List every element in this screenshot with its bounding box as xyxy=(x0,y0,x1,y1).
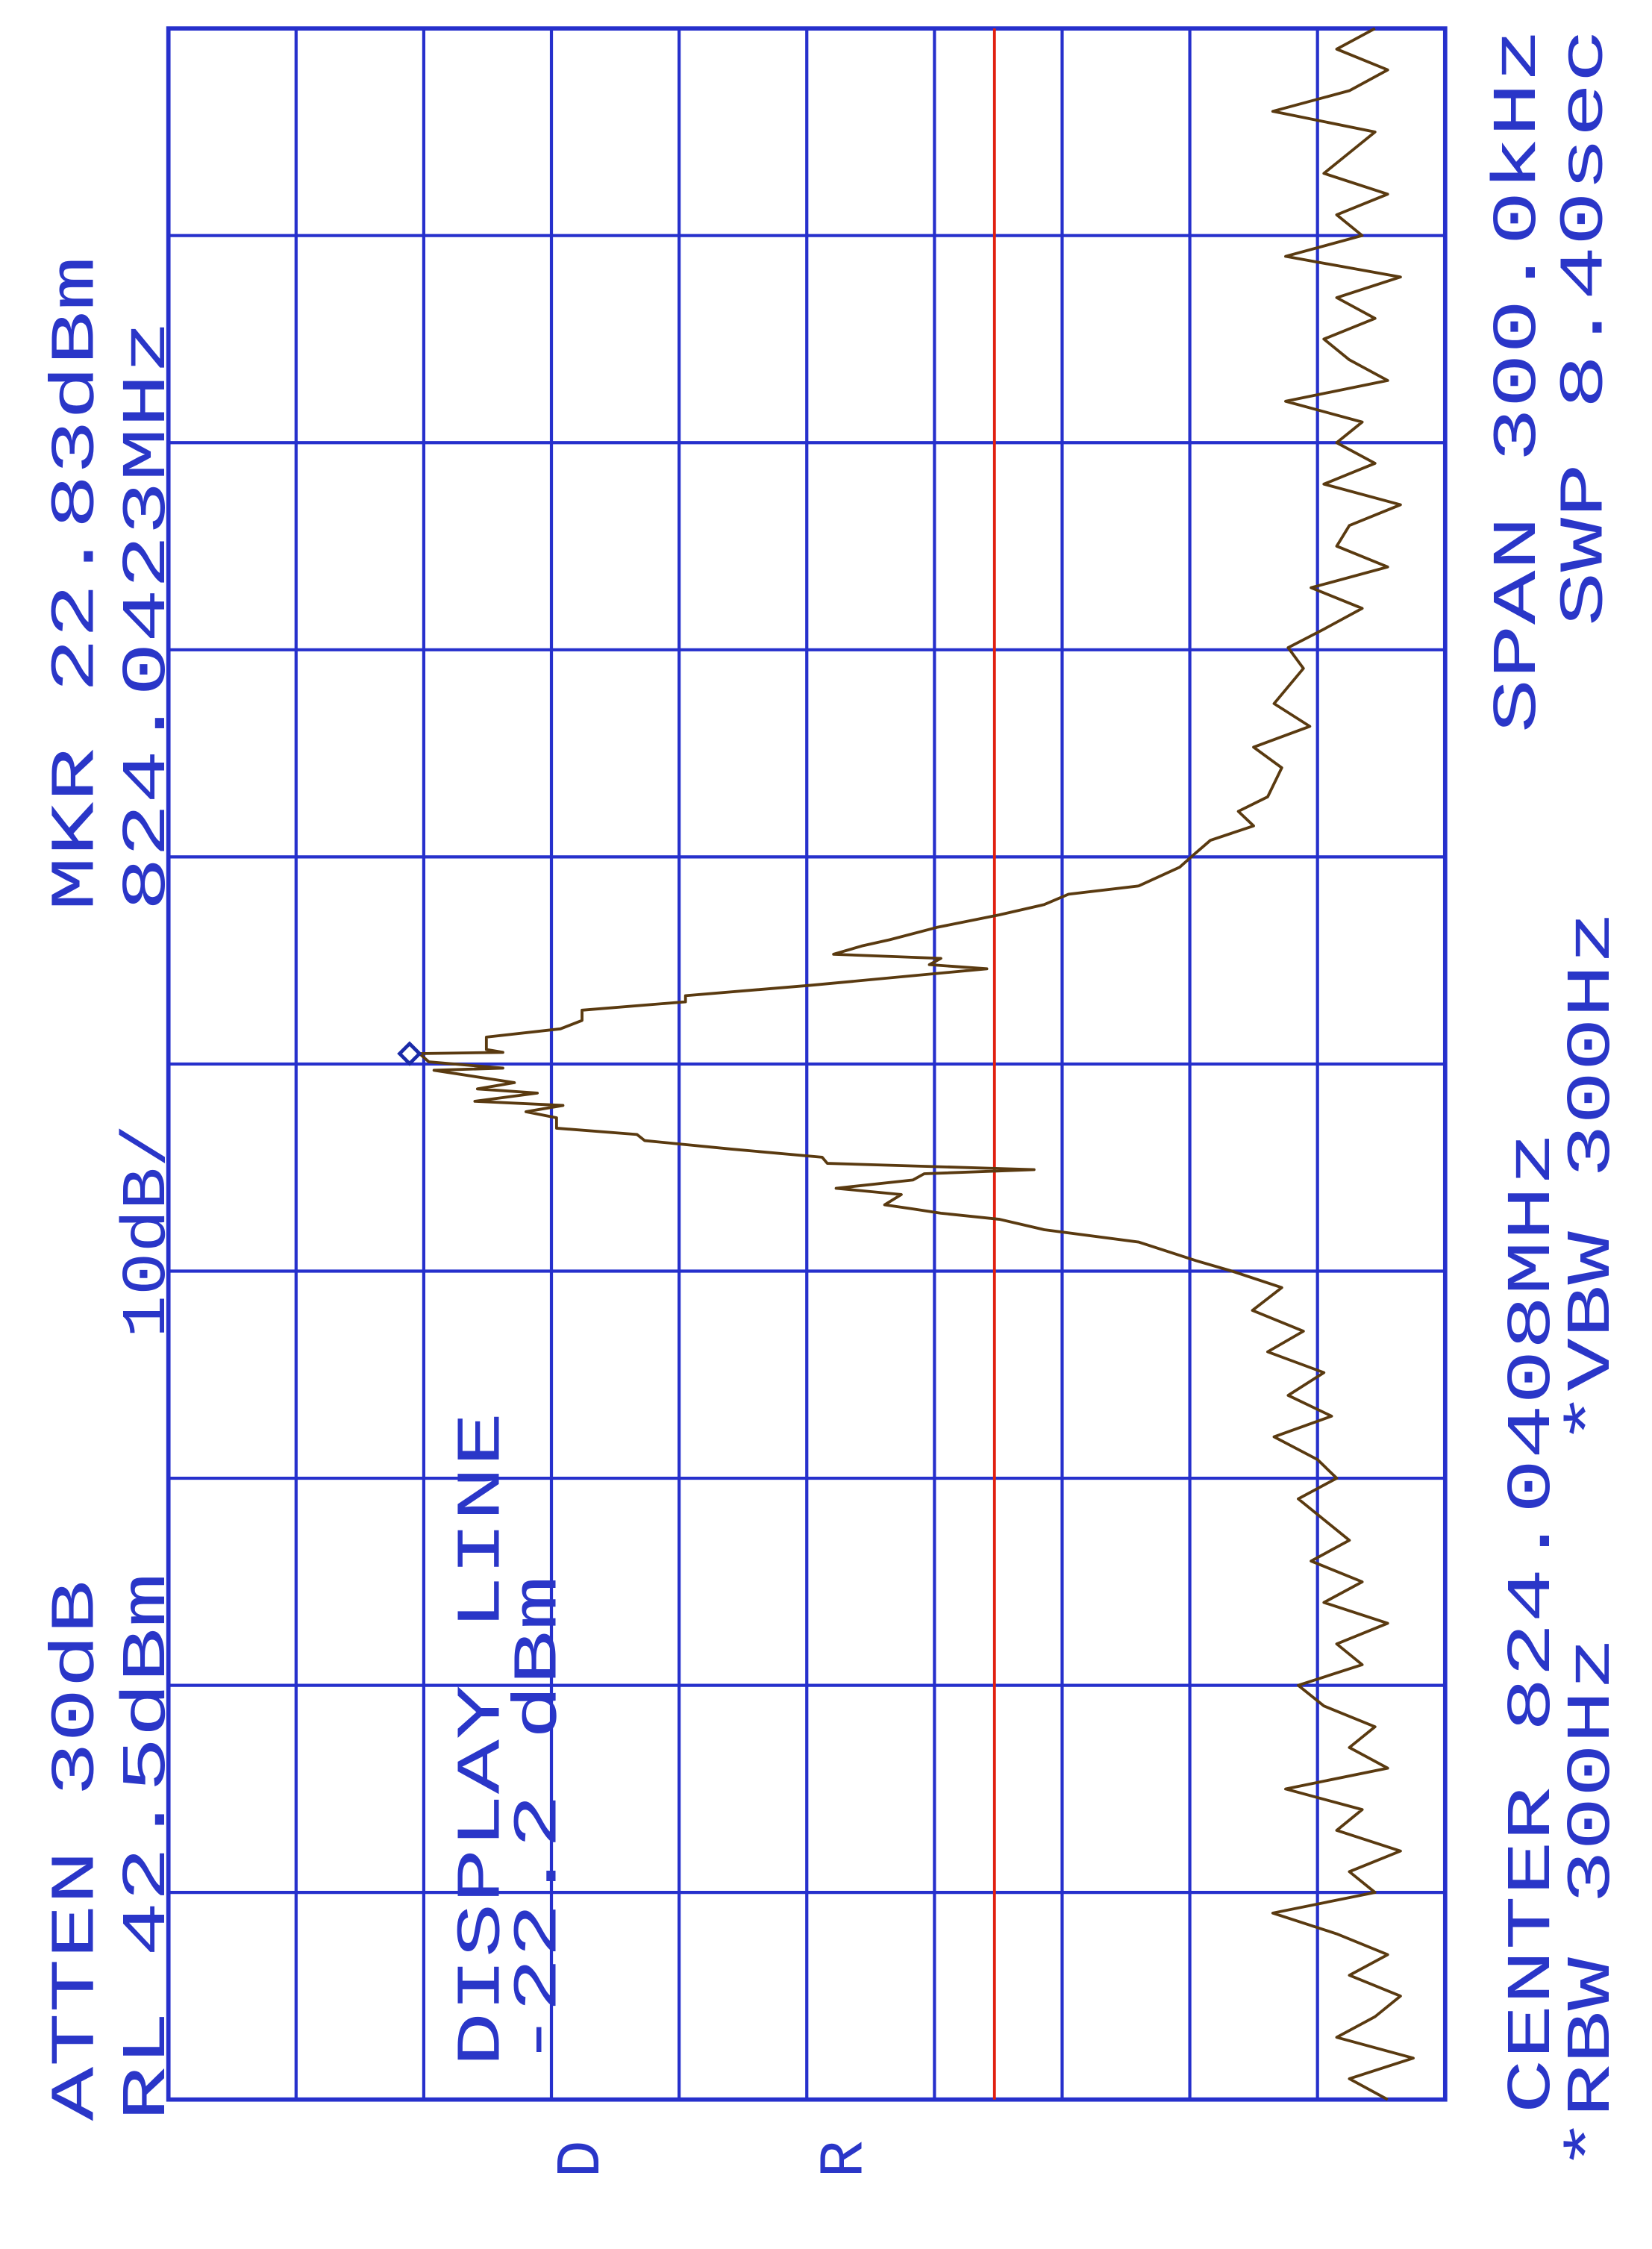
plot-frame xyxy=(166,26,1448,2102)
side-label-r: R xyxy=(810,2140,881,2177)
spectrum-trace xyxy=(418,27,1415,2101)
marker-level-label: MKR 22.83dBm xyxy=(42,256,113,910)
graticule xyxy=(168,28,1445,2100)
scale-label: 10dB/ xyxy=(113,1124,184,1338)
rbw-label: *RBW 300Hz xyxy=(1557,1637,1628,2171)
display-line-value: -22.2 dBm xyxy=(504,1576,575,2067)
ref-level-label: RL 42.5dBm xyxy=(113,1573,184,2121)
center-freq-label: CENTER 824.0408MHz xyxy=(1498,1132,1568,2114)
span-label: SPAN 300.0kHz xyxy=(1483,28,1554,733)
atten-label: ATTEN 30dB xyxy=(42,1580,113,2121)
display-line-label: DISPLAY LINE xyxy=(447,1412,518,2066)
marker-freq-label: 824.0423MHz xyxy=(113,320,184,911)
marker-diamond-icon xyxy=(397,1041,422,1066)
sweep-label: SWP 8.40sec xyxy=(1551,28,1621,626)
vbw-label: *VBW 300Hz xyxy=(1557,911,1628,1445)
side-label-d: D xyxy=(547,2140,618,2177)
